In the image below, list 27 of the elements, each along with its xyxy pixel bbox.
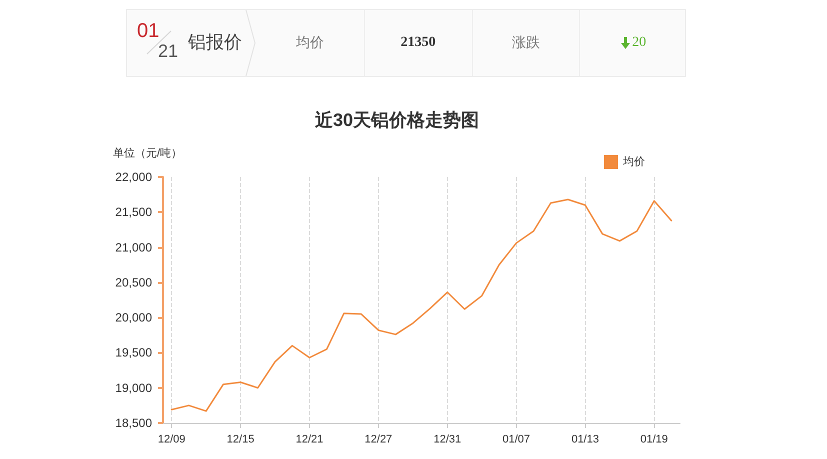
x-tick-label: 01/19 [640,434,668,446]
text: 01 [137,20,160,42]
text: 铝报价 [188,32,242,52]
x-tick-label: 12/31 [434,434,462,446]
line-series [170,198,672,412]
y-tick-label: 20,500 [115,275,152,290]
text: 均价 [296,34,324,52]
x-tick-label: 12/09 [158,434,186,446]
text: 21350 [400,35,436,51]
x-tick-label: 12/15 [226,434,254,446]
y-tick-label: 21,000 [115,240,152,254]
y-tick-label: 18,500 [115,416,152,430]
y-tick-label: 19,500 [115,346,152,360]
legend-label: 均价 [622,156,645,168]
y-tick-label: 22,000 [115,170,152,184]
x-tick-label: 01/07 [502,434,530,446]
x-tick-label: 12/21 [296,434,324,446]
text: 21 [158,41,178,61]
y-tick-label: 19,000 [115,380,152,395]
text: 20 [632,35,646,51]
y-axis-title: 单位（元/吨） [113,146,182,160]
x-tick-label: 01/13 [571,434,599,446]
chart-title: 近30天铝价格走势图 [314,110,480,130]
text: 涨跌 [512,34,540,52]
y-tick-label: 20,000 [115,310,152,325]
x-tick-label: 12/27 [364,434,392,446]
y-tick-label: 21,500 [115,205,152,220]
